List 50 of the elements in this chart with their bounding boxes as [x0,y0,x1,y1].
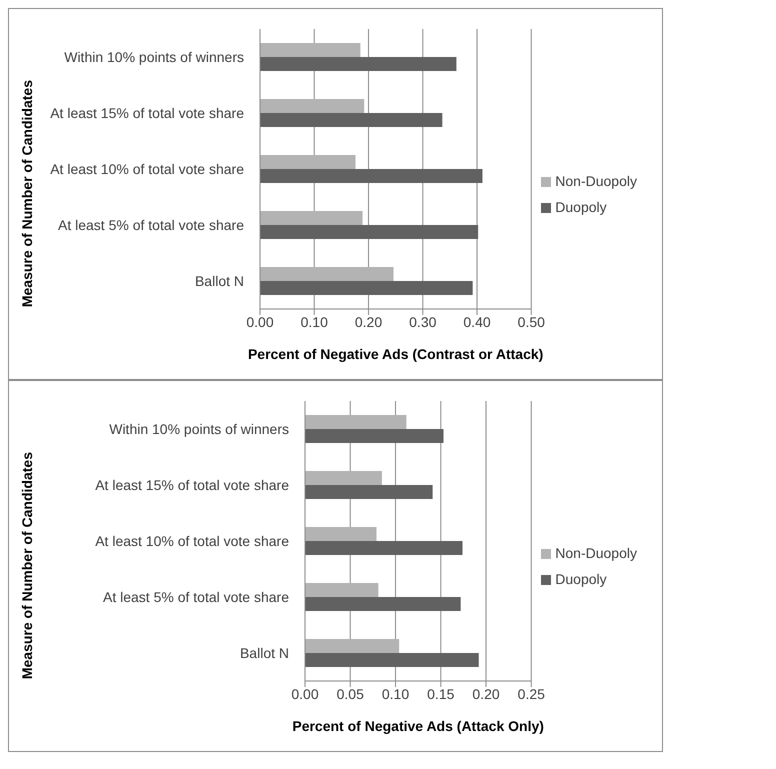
x-tick-label: 0.00 [246,314,274,330]
bar [260,113,442,127]
bar [260,281,473,295]
y-tick-label: At least 5% of total vote share [103,589,290,605]
bar [305,471,382,485]
y-tick-label: Ballot N [194,273,244,289]
y-tick-label: Ballot N [240,645,289,661]
bar [260,169,482,183]
bar [260,211,363,225]
bar [305,639,400,653]
y-tick-label: At least 15% of total vote share [95,477,290,493]
bar [305,653,479,667]
y-axis-title: Measure of Number of Candidates [18,452,36,680]
bar [305,527,377,541]
x-tick-label: 0.10 [300,314,328,330]
x-tick-label: 0.00 [291,686,319,702]
y-tick-label: Within 10% points of winners [64,49,244,65]
y-tick-label: At least 10% of total vote share [95,533,290,549]
bar [260,99,364,113]
bar [305,583,378,597]
bar [305,541,462,555]
y-tick-label: At least 5% of total vote share [58,217,244,233]
y-tick-label: Within 10% points of winners [109,421,289,437]
x-axis-title: Percent of Negative Ads (Contrast or Attack) [248,346,544,362]
y-tick-label: At least 15% of total vote share [50,105,244,121]
x-axis-title: Percent of Negative Ads (Attack Only) [292,718,544,734]
x-tick-label: 0.15 [427,686,455,702]
x-tick-label: 0.30 [409,314,437,330]
bar [260,57,456,71]
x-tick-label: 0.10 [382,686,410,702]
legend-label: Duopoly [555,199,607,215]
bar [305,597,461,611]
bar [305,429,444,443]
bar [305,415,406,429]
x-tick-label: 0.50 [518,314,546,330]
x-tick-label: 0.20 [472,686,500,702]
legend-label: Duopoly [555,571,607,587]
x-tick-label: 0.05 [336,686,364,702]
y-tick-label: At least 10% of total vote share [50,161,244,177]
legend-label: Non-Duopoly [555,173,637,189]
x-tick-label: 0.40 [463,314,491,330]
bar [305,485,433,499]
x-tick-label: 0.20 [354,314,382,330]
y-axis-title: Measure of Number of Candidates [18,80,36,308]
bar [260,267,394,281]
bar [260,43,360,57]
bar [260,155,356,169]
x-tick-label: 0.25 [518,686,546,702]
legend-label: Non-Duopoly [555,545,637,561]
bar [260,225,478,239]
